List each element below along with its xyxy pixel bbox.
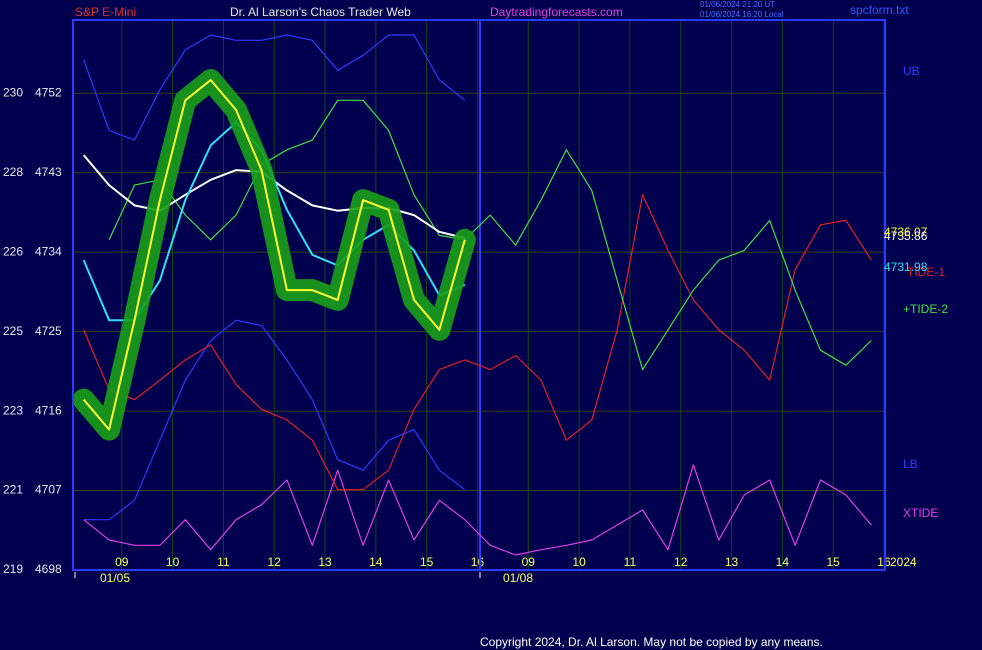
x-tick-label: 14 [369,555,383,569]
end-value-label: 4731.98 [884,260,928,274]
y-secondary-label: 230 [3,85,23,99]
day-label: 01/05 [100,571,130,585]
legend-label: XTIDE [903,506,938,520]
y-secondary-label: 223 [3,403,23,417]
chart-title: Dr. Al Larson's Chaos Trader Web [230,5,411,19]
day-label: 01/08 [503,571,533,585]
legend-label: LB [903,457,918,471]
series-line [83,464,872,556]
x-tick-label: 16 [471,555,485,569]
x-tick-label: 15 [826,555,840,569]
file-name: spcform.txt [850,3,909,17]
x-tick-label: 14 [776,555,790,569]
series-line [82,79,466,431]
x-tick-label: 15 [420,555,434,569]
legend-label: +TIDE-2 [903,302,948,316]
x-tick-label: 13 [725,555,739,569]
x-tick-label: 10 [572,555,586,569]
timestamp: 01/06/2024 21:20 UT [700,0,775,9]
legend-label: TIDE-1 [907,265,945,279]
symbol: S&P E-Mini [75,5,136,19]
x-tick-label: 09 [522,555,536,569]
x-tick-label: 13 [318,555,332,569]
series-line [83,34,466,141]
end-value-label: 4736.07 [884,225,928,239]
series-line [108,99,872,371]
y-secondary-label: 226 [3,244,23,258]
y-tick-label: 4725 [35,324,62,338]
x-tick-label: 09 [115,555,129,569]
legend-label: UB [903,64,920,78]
y-tick-label: 4716 [35,403,62,417]
x-tick-label: 12 [674,555,688,569]
x-tick-label: 10 [166,555,180,569]
y-secondary-label: 221 [3,483,23,497]
end-value-label: 4735.86 [884,229,928,243]
plot-frame [72,19,886,571]
y-secondary-label: 228 [3,165,23,179]
x-tick-label: 12 [268,555,282,569]
y-tick-label: 4734 [35,244,62,258]
y-secondary-label: 225 [3,324,23,338]
copyright: Copyright 2024, Dr. Al Larson. May not b… [480,635,823,649]
x-tick-label: 11 [624,555,637,569]
year: 2024 [890,555,917,569]
y-tick-label: 4698 [35,562,62,576]
site: Daytradingforecasts.com [490,5,623,19]
x-tick-label: 11 [217,555,230,569]
y-tick-label: 4752 [35,85,62,99]
timestamp: 01/06/2024 16:20 Local [700,10,784,19]
y-secondary-label: 219 [3,562,23,576]
y-tick-label: 4707 [35,483,62,497]
series-line [83,194,872,491]
series-line [83,319,466,521]
y-tick-label: 4743 [35,165,62,179]
